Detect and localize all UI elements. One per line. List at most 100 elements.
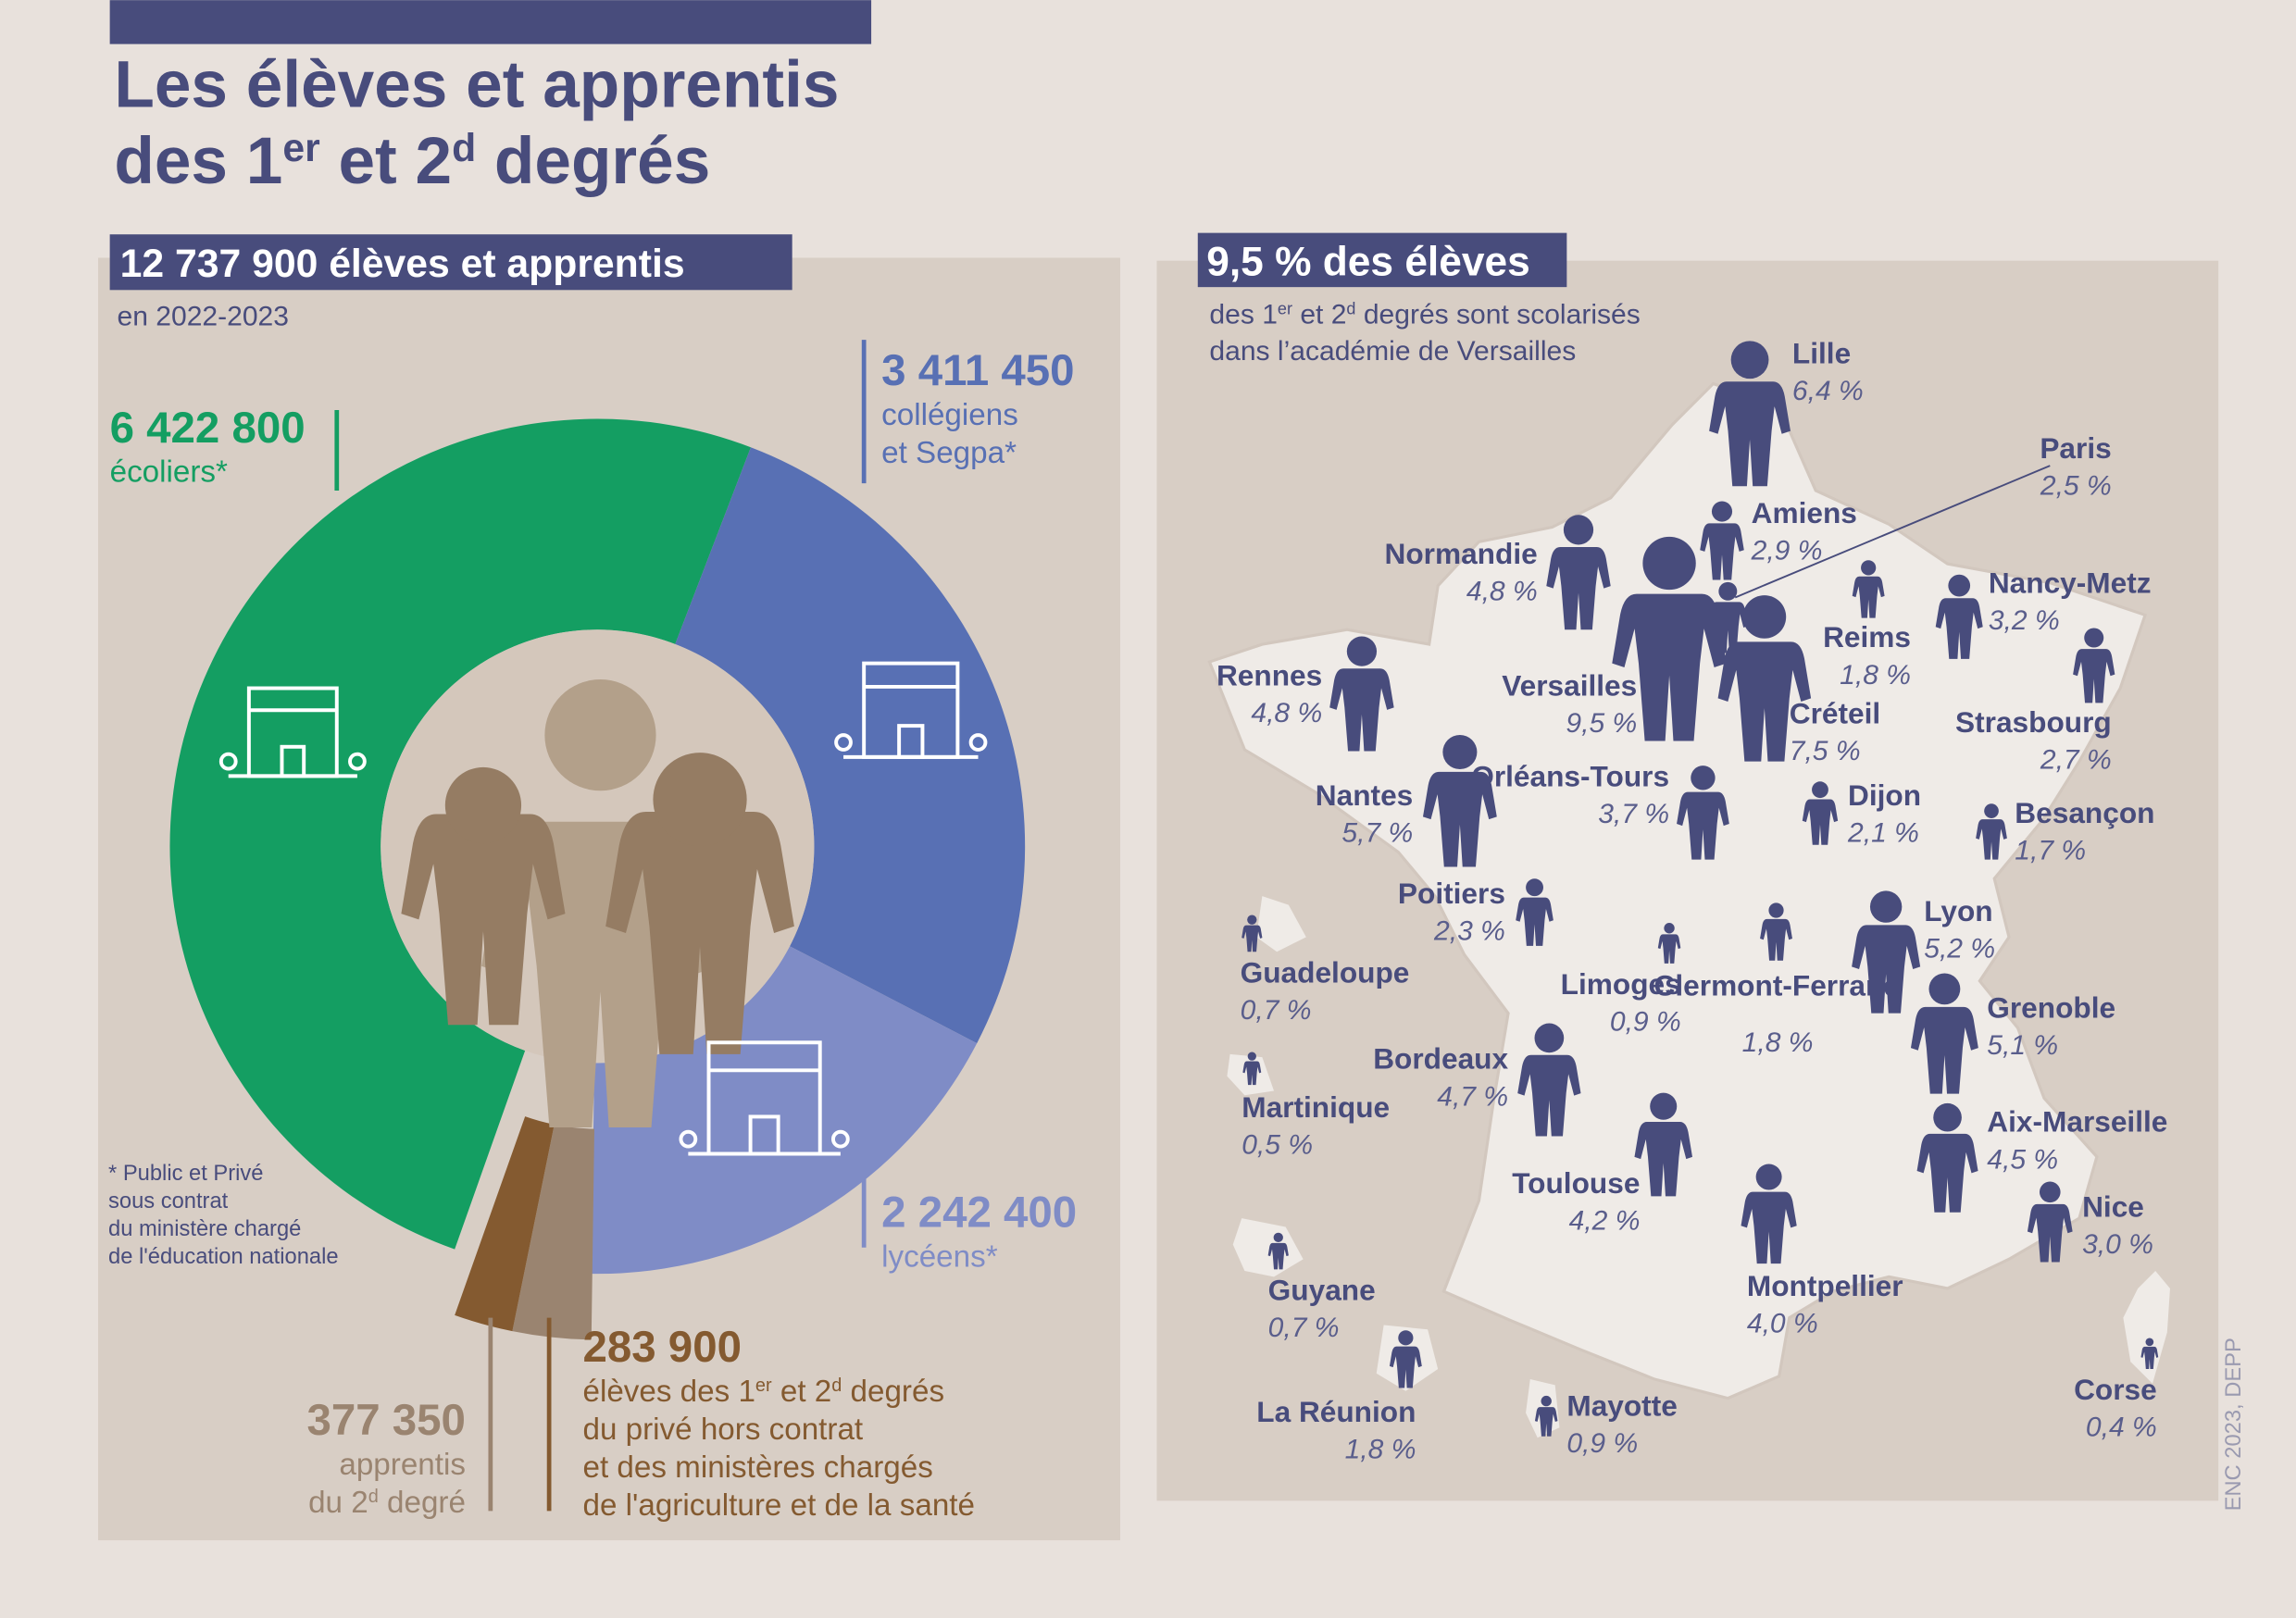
donut-title: 12 737 900 élèves et apprentis bbox=[120, 242, 685, 286]
region-name: La Réunion bbox=[1256, 1395, 1416, 1428]
region-value: 0,9 % bbox=[1566, 1428, 1638, 1459]
region-value: 5,1 % bbox=[1987, 1030, 2058, 1061]
person-head bbox=[1984, 803, 1999, 818]
person-icon bbox=[1677, 765, 1729, 860]
region-name: Poitiers bbox=[1398, 877, 1505, 910]
category-label: et Segpa* bbox=[881, 436, 1017, 470]
tree bbox=[834, 733, 853, 752]
person-head bbox=[1718, 581, 1738, 601]
text-part: degré bbox=[379, 1486, 466, 1520]
text-part: collégiens bbox=[881, 398, 1018, 432]
value-label: 283 900 bbox=[582, 1323, 741, 1372]
person-head bbox=[2039, 1181, 2061, 1203]
person-head bbox=[1711, 501, 1733, 522]
person-icon bbox=[1760, 902, 1792, 961]
category-label: et des ministères chargés bbox=[582, 1450, 932, 1485]
region-value: 4,8 % bbox=[1251, 698, 1322, 728]
person-head bbox=[1755, 1164, 1782, 1190]
person-icon bbox=[1935, 574, 1983, 659]
region-name: Strasbourg bbox=[1955, 705, 2112, 739]
person-icon bbox=[1852, 560, 1885, 618]
text-part: et Segpa* bbox=[881, 436, 1017, 470]
person-head bbox=[1664, 923, 1675, 934]
person-head bbox=[1541, 1395, 1552, 1407]
region-value: 3,2 % bbox=[1989, 605, 2060, 636]
value-label: 2 242 400 bbox=[881, 1189, 1077, 1238]
person-body bbox=[2073, 649, 2115, 703]
person-head bbox=[1691, 765, 1716, 790]
building-icon bbox=[679, 1040, 850, 1156]
text-part: et des ministères chargés bbox=[582, 1450, 932, 1485]
person-body bbox=[1657, 934, 1681, 964]
region-value: 4,7 % bbox=[1437, 1081, 1508, 1112]
region-name: Lille bbox=[1792, 336, 1851, 369]
region-value: 7,5 % bbox=[1790, 736, 1861, 766]
region-value: 0,5 % bbox=[1242, 1129, 1313, 1160]
tree bbox=[218, 752, 238, 771]
person-head bbox=[1742, 595, 1787, 639]
person-body bbox=[1242, 1061, 1262, 1086]
person-body bbox=[1741, 1191, 1797, 1264]
text-part: lycéens* bbox=[881, 1239, 998, 1274]
person-icon bbox=[2140, 1338, 2159, 1369]
region-name: Bordeaux bbox=[1373, 1042, 1508, 1076]
person-body bbox=[1760, 918, 1792, 961]
footnote: * Public et Privé bbox=[108, 1162, 263, 1186]
text-part: du ministère chargé bbox=[108, 1217, 301, 1241]
region-name: Rennes bbox=[1217, 658, 1322, 691]
region-name: Guadeloupe bbox=[1241, 955, 1410, 989]
person-body bbox=[1634, 1121, 1693, 1197]
person-body bbox=[1516, 897, 1554, 946]
text-part: d bbox=[368, 1487, 379, 1507]
region-value: 9,5 % bbox=[1566, 708, 1637, 739]
person-icon bbox=[1916, 1102, 1978, 1213]
person-icon bbox=[1657, 923, 1681, 964]
person-head bbox=[1730, 341, 1769, 380]
region-name: Mayotte bbox=[1566, 1389, 1678, 1423]
person-head bbox=[1273, 1232, 1283, 1243]
person-head bbox=[2145, 1338, 2154, 1347]
person-icon bbox=[2027, 1181, 2073, 1263]
text-part: degrés sont scolarisés bbox=[1355, 300, 1640, 330]
region-value: 2,3 % bbox=[1433, 916, 1505, 947]
region-name: Versailles bbox=[1502, 668, 1637, 702]
region-value: 0,9 % bbox=[1610, 1007, 1681, 1038]
map-title-box bbox=[1197, 232, 1567, 288]
region-value: 0,7 % bbox=[1241, 995, 1312, 1026]
person-body bbox=[1546, 546, 1611, 630]
person-body bbox=[1852, 925, 1921, 1014]
text-part: du 2 bbox=[308, 1486, 368, 1520]
person-head bbox=[1861, 560, 1877, 576]
donut-segment bbox=[512, 1124, 594, 1340]
region-value: 1,7 % bbox=[2015, 836, 2086, 866]
person-head bbox=[1948, 574, 1971, 597]
region-value: 4,2 % bbox=[1569, 1206, 1641, 1237]
text-part: et 2 bbox=[1292, 300, 1346, 330]
person-head bbox=[1346, 636, 1378, 666]
region-name: Lyon bbox=[1924, 894, 1992, 927]
person-icon bbox=[1709, 341, 1791, 487]
person-body bbox=[1329, 668, 1394, 752]
person-icon bbox=[1976, 803, 2007, 860]
region-value: 4,5 % bbox=[1987, 1144, 2058, 1175]
category-label: de l'agriculture et de la santé bbox=[582, 1488, 974, 1523]
region-name: Amiens bbox=[1752, 496, 1857, 529]
footnote: sous contrat bbox=[108, 1189, 229, 1214]
text-part: dans l’académie de Versailles bbox=[1209, 336, 1576, 367]
category-label: du privé hors contrat bbox=[582, 1413, 863, 1447]
person-body bbox=[2140, 1346, 2159, 1369]
region-name: Paris bbox=[2040, 431, 2111, 465]
person-head bbox=[1642, 536, 1696, 591]
region-value: 0,4 % bbox=[2086, 1413, 2157, 1443]
region-name: Reims bbox=[1823, 620, 1911, 653]
person-icon bbox=[1634, 1092, 1693, 1197]
region-value: 5,7 % bbox=[1341, 818, 1413, 849]
person-head bbox=[1928, 973, 1961, 1005]
category-label: lycéens* bbox=[881, 1239, 998, 1274]
text-part: degrés bbox=[476, 125, 710, 198]
footnote: du ministère chargé bbox=[108, 1217, 301, 1241]
text-part: degrés bbox=[842, 1375, 944, 1409]
region-name: Normandie bbox=[1385, 537, 1538, 570]
region-value: 6,4 % bbox=[1792, 376, 1864, 406]
text-part: er bbox=[1278, 300, 1292, 318]
